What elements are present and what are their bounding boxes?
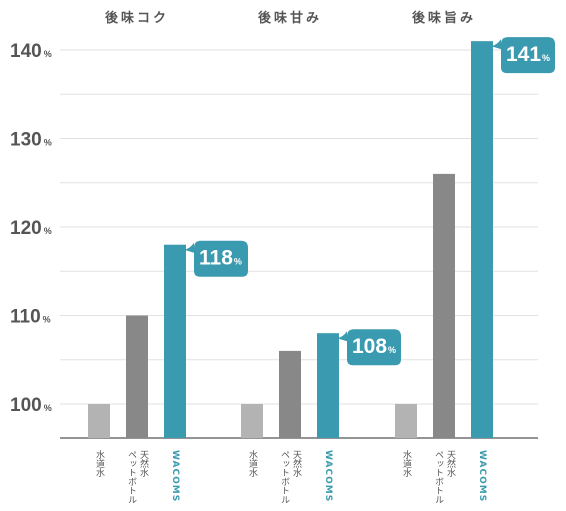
data-label: 118% — [184, 240, 248, 277]
bar — [88, 404, 110, 438]
category-label: 水道水 — [401, 449, 412, 477]
y-tick-label: 130% — [10, 130, 52, 151]
bar — [317, 333, 339, 438]
group-title: 後味甘み — [258, 10, 322, 26]
category-label: ペットボトル — [279, 450, 290, 504]
category-label: WACOMS — [323, 450, 333, 502]
data-label-pointer — [337, 331, 347, 342]
category-label: 天然水 — [445, 450, 456, 477]
category-label: WACOMS — [477, 450, 487, 502]
y-tick-label: 110% — [10, 307, 51, 328]
data-label: 108% — [337, 329, 401, 366]
bar — [395, 404, 417, 438]
data-label-pointer — [184, 242, 194, 253]
category-label: ペットボトル — [126, 450, 137, 504]
category-label: 水道水 — [247, 449, 258, 477]
bar — [433, 173, 455, 438]
group-title: 後味旨み — [412, 10, 476, 26]
bar — [126, 315, 148, 438]
data-label-bubble — [194, 240, 248, 277]
data-label-bubble — [347, 329, 401, 366]
data-label-text: 108% — [352, 335, 396, 358]
bars — [88, 41, 493, 439]
category-label: 天然水 — [138, 450, 149, 477]
category-label: 水道水 — [94, 449, 105, 477]
y-axis: 100 % 110 % 120 % 130 % 140% — [10, 41, 52, 416]
data-label-bubble — [501, 37, 555, 74]
data-label: 141% — [491, 37, 555, 74]
category-label: WACOMS — [170, 450, 180, 502]
data-labels: 118% 108% 141% — [184, 37, 555, 366]
bar — [471, 41, 493, 439]
y-tick-label: 140% — [10, 41, 52, 62]
category-label: ペットボトル — [433, 450, 444, 504]
bar — [164, 244, 186, 438]
group-title: 後味コク — [105, 10, 169, 26]
data-label-text: 141% — [506, 43, 550, 66]
y-tick-label: 100% — [10, 395, 52, 416]
data-label-text: 118% — [199, 247, 242, 270]
data-label-pointer — [491, 39, 501, 50]
y-tick-label: 120% — [10, 218, 52, 239]
category-labels: 水道水 天然水ペットボトル WACOMS 水道水 天然水ペットボトル WACOMS 水道水天… — [94, 449, 487, 504]
bar — [241, 404, 263, 438]
bar — [279, 350, 301, 438]
category-label: 天然水 — [291, 450, 302, 477]
group-titles: 後味コク 後味甘み 後味旨み — [105, 10, 476, 26]
